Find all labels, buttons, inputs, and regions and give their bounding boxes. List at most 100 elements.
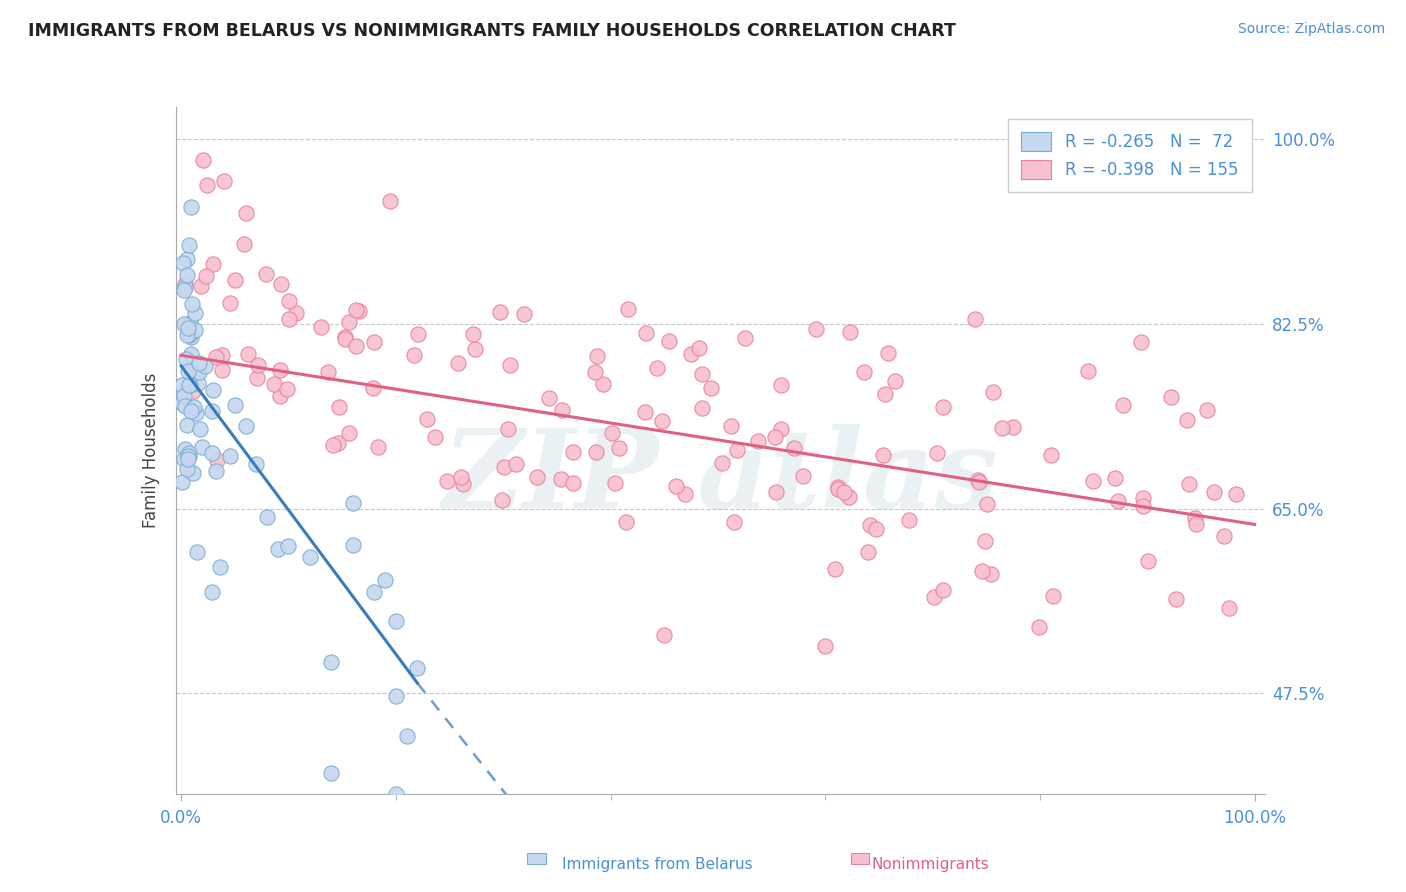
Point <box>367 440 389 454</box>
Point <box>647 361 669 376</box>
Point <box>191 153 214 167</box>
Point <box>177 320 200 334</box>
Point <box>1202 485 1225 500</box>
Point <box>966 473 988 487</box>
Point <box>186 545 208 559</box>
Point <box>1081 475 1104 489</box>
Point <box>658 334 681 349</box>
Point <box>174 442 197 457</box>
Point <box>562 475 585 490</box>
Point <box>176 268 198 283</box>
Text: Source: ZipAtlas.com: Source: ZipAtlas.com <box>1237 22 1385 37</box>
Point <box>617 301 640 316</box>
Point <box>605 476 627 491</box>
Point <box>174 280 197 294</box>
Point <box>177 445 200 459</box>
Point <box>374 574 396 588</box>
Point <box>187 356 209 370</box>
Bar <box>851 853 869 864</box>
Point <box>406 327 429 342</box>
Point <box>765 485 787 500</box>
Point <box>176 462 198 476</box>
Point <box>406 661 429 675</box>
Point <box>792 469 814 483</box>
Point <box>172 256 194 270</box>
Point <box>865 522 887 536</box>
Point <box>284 306 307 320</box>
Point <box>488 305 510 319</box>
Point <box>188 366 211 380</box>
Point <box>856 545 879 559</box>
Point <box>328 436 350 450</box>
Point <box>204 464 226 478</box>
Point <box>1040 448 1063 462</box>
Point <box>1225 487 1247 501</box>
Point <box>814 639 837 653</box>
Point <box>600 425 623 440</box>
Point <box>179 328 201 343</box>
Point <box>614 515 637 529</box>
Point <box>180 403 202 417</box>
Point <box>1107 494 1129 508</box>
Point <box>233 237 256 252</box>
Point <box>344 302 367 317</box>
Point <box>690 367 713 381</box>
Point <box>932 401 955 415</box>
Point <box>723 515 745 529</box>
Point <box>972 564 994 578</box>
Point <box>256 509 278 524</box>
Point <box>922 590 945 604</box>
Point <box>561 445 583 459</box>
Point <box>586 349 609 363</box>
Point <box>173 452 195 467</box>
Point <box>550 472 572 486</box>
Point <box>193 359 215 374</box>
Point <box>679 347 702 361</box>
Point <box>804 322 827 336</box>
Point <box>201 585 224 599</box>
Point <box>177 449 200 463</box>
Point <box>174 277 197 292</box>
Point <box>195 178 218 192</box>
Point <box>827 480 849 494</box>
Point <box>651 414 673 428</box>
Point <box>832 484 855 499</box>
Point <box>1112 398 1135 412</box>
Point <box>277 312 299 326</box>
Point <box>769 377 792 392</box>
Point <box>769 422 792 436</box>
Point <box>180 347 202 361</box>
Point <box>385 690 408 704</box>
Point <box>267 542 290 557</box>
Point <box>184 306 207 320</box>
Point <box>652 628 675 642</box>
Text: IMMIGRANTS FROM BELARUS VS NONIMMIGRANTS FAMILY HOUSEHOLDS CORRELATION CHART: IMMIGRANTS FROM BELARUS VS NONIMMIGRANTS… <box>28 22 956 40</box>
Point <box>385 614 408 628</box>
Point <box>172 475 194 489</box>
Point <box>202 257 225 271</box>
Point <box>496 422 519 436</box>
Point <box>298 549 321 564</box>
Point <box>980 567 1002 582</box>
Point <box>1177 413 1199 427</box>
Text: Nonimmigrants: Nonimmigrants <box>872 857 990 872</box>
Point <box>1129 335 1152 350</box>
Point <box>976 497 998 511</box>
Point <box>335 329 357 343</box>
Point <box>176 417 198 432</box>
Text: Immigrants from Belarus: Immigrants from Belarus <box>562 857 754 872</box>
Point <box>747 434 769 448</box>
Point <box>181 466 204 480</box>
Point <box>219 449 242 463</box>
Point <box>607 441 630 455</box>
Point <box>328 400 350 414</box>
Bar <box>527 853 546 864</box>
Point <box>245 458 267 472</box>
Point <box>246 371 269 385</box>
Point <box>224 273 246 287</box>
Point <box>494 459 516 474</box>
Point <box>179 316 201 330</box>
Point <box>172 378 194 392</box>
Point <box>380 194 402 208</box>
Point <box>173 283 195 297</box>
